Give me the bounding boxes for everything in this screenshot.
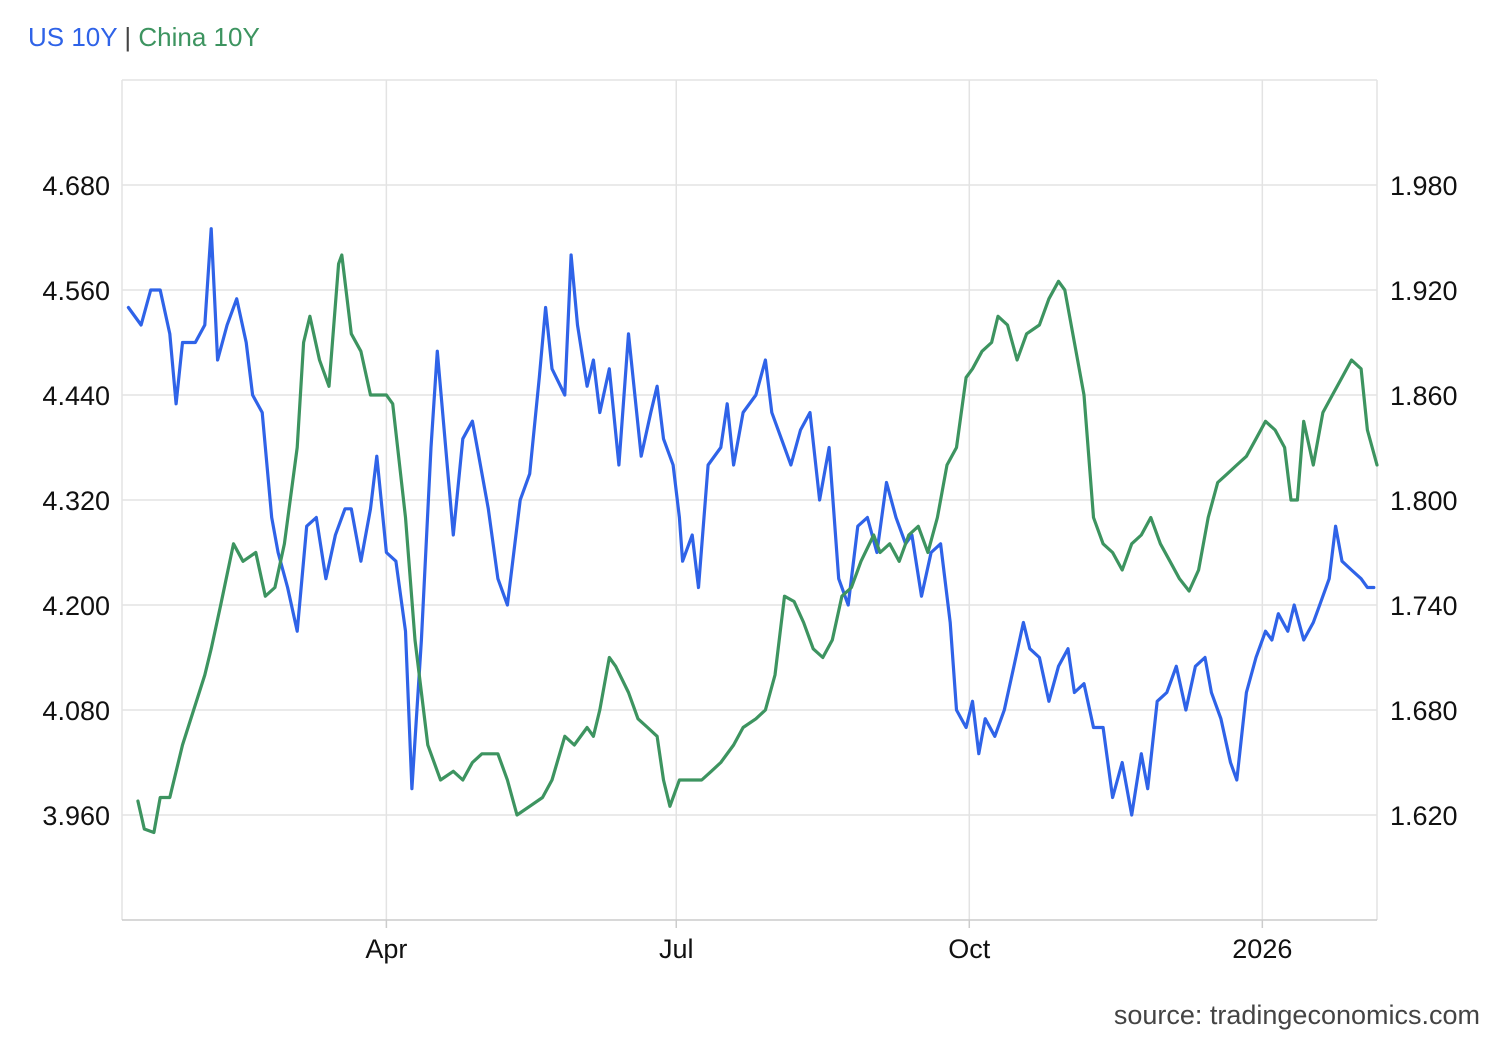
legend-china-10y[interactable]: China 10Y — [138, 22, 260, 52]
series-line-us-10y — [126, 227, 1376, 817]
y-right-tick-label: 1.680 — [1390, 696, 1458, 726]
legend-us-10y[interactable]: US 10Y — [28, 22, 118, 52]
axes — [122, 919, 1377, 928]
y-left-tick-label: 4.200 — [42, 591, 110, 621]
y-right-tick-label: 1.800 — [1390, 486, 1458, 516]
series-line-china-10y — [136, 253, 1379, 835]
x-tick-label: Oct — [948, 934, 991, 964]
tick-labels: 4.680 1.980 4.560 1.920 4.440 1.860 4.320 1.800… — [42, 171, 1457, 964]
y-left-tick-label: 3.960 — [42, 801, 110, 831]
y-left-tick-label: 4.080 — [42, 696, 110, 726]
y-right-tick-label: 1.740 — [1390, 591, 1458, 621]
y-right-tick-label: 1.920 — [1390, 276, 1458, 306]
y-left-tick-label: 4.560 — [42, 276, 110, 306]
y-left-tick-label: 4.440 — [42, 381, 110, 411]
y-left-tick-label: 4.320 — [42, 486, 110, 516]
legend: US 10Y | China 10Y — [28, 22, 260, 53]
y-right-tick-label: 1.980 — [1390, 171, 1458, 201]
y-left-tick-label: 4.680 — [42, 171, 110, 201]
x-tick-label: Jul — [659, 934, 694, 964]
legend-separator: | — [124, 22, 132, 52]
x-tick-label: Apr — [365, 934, 407, 964]
y-right-tick-label: 1.620 — [1390, 801, 1458, 831]
grid-lines — [121, 79, 1378, 920]
x-tick-label: 2026 — [1232, 934, 1292, 964]
source-label: source: tradingeconomics.com — [1113, 1000, 1480, 1030]
y-right-tick-label: 1.860 — [1390, 381, 1458, 411]
series-lines — [126, 227, 1379, 835]
